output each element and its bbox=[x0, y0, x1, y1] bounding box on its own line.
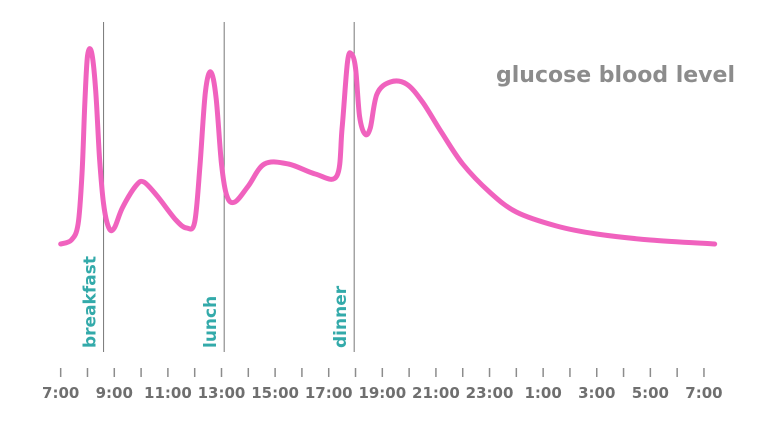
x-axis: 7:00 9:00 11:00 13:00 15:00 17:00 19:00 21:00 23… bbox=[42, 368, 723, 402]
chart-title: glucose blood level bbox=[496, 63, 735, 88]
meal-label-lunch: lunch bbox=[201, 296, 221, 348]
x-tick-label: 3:00 bbox=[578, 384, 615, 402]
x-tick-label: 17:00 bbox=[305, 384, 353, 402]
x-tick-label: 11:00 bbox=[144, 384, 192, 402]
meal-label-breakfast: breakfast bbox=[81, 256, 101, 348]
glucose-series-line bbox=[58, 46, 718, 247]
x-tick-label: 1:00 bbox=[524, 384, 561, 402]
x-tick-label: 7:00 bbox=[685, 384, 722, 402]
x-tick-label: 15:00 bbox=[251, 384, 299, 402]
meal-label-dinner: dinner bbox=[331, 285, 351, 348]
x-tick-label: 5:00 bbox=[632, 384, 669, 402]
x-tick-label: 7:00 bbox=[42, 384, 79, 402]
x-tick-label: 19:00 bbox=[358, 384, 406, 402]
meal-markers: breakfast lunch dinner bbox=[81, 22, 355, 352]
x-tick-label: 21:00 bbox=[412, 384, 460, 402]
x-tick-label: 13:00 bbox=[198, 384, 246, 402]
x-tick-label: 9:00 bbox=[96, 384, 133, 402]
x-tick-label: 23:00 bbox=[466, 384, 514, 402]
